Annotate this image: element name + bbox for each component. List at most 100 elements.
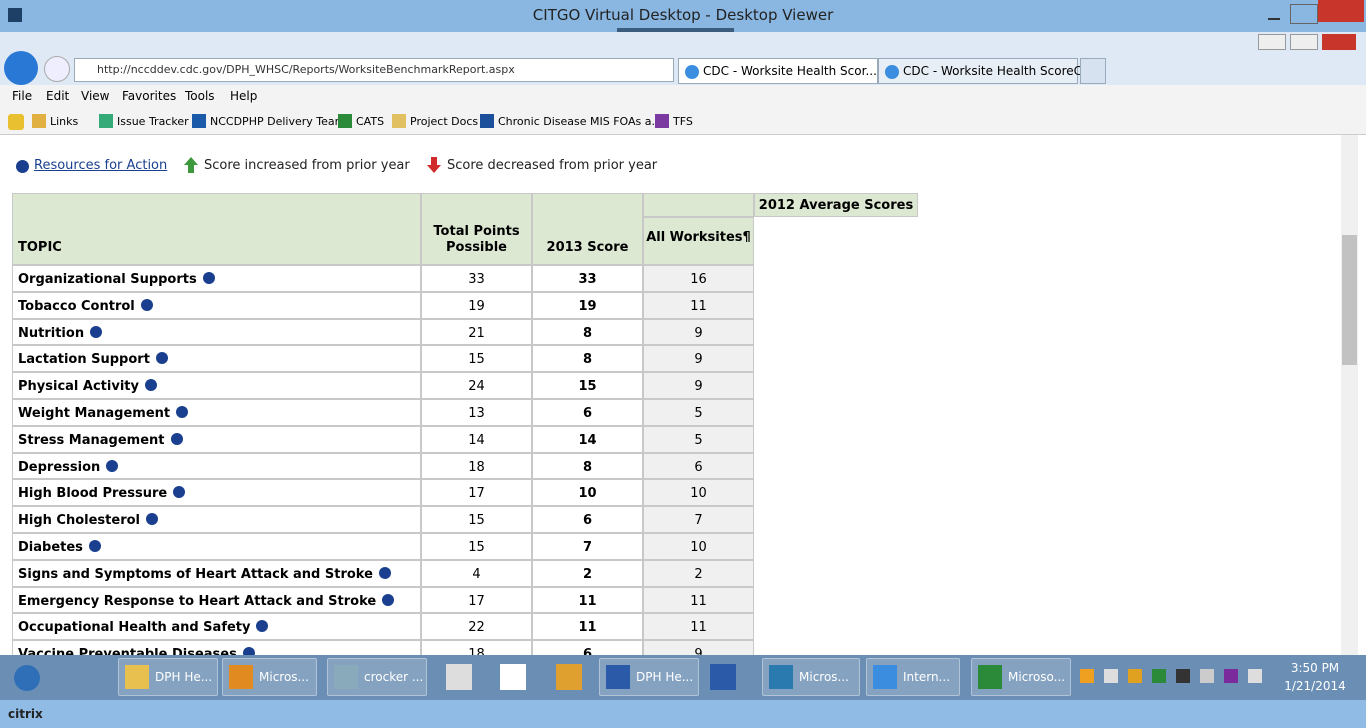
menu-item[interactable]: Edit — [46, 89, 70, 103]
close[interactable] — [1318, 0, 1364, 22]
taskbar-item[interactable]: crocker ... — [327, 658, 427, 696]
tray-icon[interactable] — [1224, 669, 1238, 683]
favorite-link[interactable]: Project Docs — [410, 115, 479, 128]
resources-link[interactable]: Resources for Action — [34, 158, 168, 173]
menu-item[interactable]: Help — [230, 89, 258, 103]
info-icon[interactable] — [88, 540, 101, 552]
score-value: 11 — [578, 593, 597, 609]
score-cell: 6 — [532, 399, 643, 426]
info-icon[interactable] — [382, 593, 395, 606]
favorite-link[interactable]: NCCDPHP Delivery Team — [210, 115, 346, 128]
info-icon[interactable] — [173, 486, 186, 499]
score-cell: 4 — [421, 559, 532, 587]
favorites-star[interactable] — [8, 114, 24, 130]
forward-button[interactable] — [44, 56, 70, 82]
favorite-link[interactable]: CATS — [356, 115, 385, 128]
ie-minimize[interactable] — [1258, 34, 1286, 50]
info-icon[interactable] — [140, 298, 153, 311]
new-tab[interactable] — [1080, 58, 1106, 84]
tray-icon[interactable] — [1128, 669, 1142, 683]
info-icon[interactable] — [90, 325, 103, 338]
score-cell: 13 — [421, 399, 532, 426]
minimize[interactable] — [1262, 6, 1286, 24]
ie-close[interactable] — [1322, 34, 1356, 50]
info-icon — [16, 160, 29, 173]
clock-time[interactable]: 3:50 PM — [1290, 661, 1340, 675]
menu-item[interactable]: Favorites — [122, 89, 177, 103]
topic-name: Stress Management — [18, 432, 165, 448]
score-value: 24 — [468, 379, 485, 395]
pinned-ie[interactable] — [70, 658, 112, 696]
app-icon — [606, 665, 630, 689]
scroll-thumb[interactable] — [1342, 235, 1357, 365]
score-cell: 9 — [643, 372, 754, 399]
pinned-app[interactable] — [500, 664, 526, 690]
info-icon[interactable] — [176, 406, 189, 418]
score-value: 15 — [468, 352, 485, 368]
info-icon[interactable] — [378, 566, 391, 579]
taskbar-item[interactable]: Microso... — [971, 658, 1071, 696]
info-icon[interactable] — [106, 459, 119, 472]
menu-bar: File Edit View Favorites Tools Help — [0, 85, 1366, 109]
score-value: 17 — [468, 593, 485, 609]
start-button[interactable] — [14, 665, 40, 691]
maximize[interactable] — [1290, 4, 1318, 24]
clock-date[interactable]: 1/21/2014 — [1284, 679, 1346, 693]
score-value: 6 — [582, 647, 593, 655]
tab[interactable]: CDC - Worksite Health ScoreC... — [878, 58, 1093, 84]
score-value: 11 — [578, 620, 597, 636]
menu-item[interactable]: File — [12, 89, 33, 103]
tab[interactable]: CDC - Worksite Health Scor... — [678, 58, 878, 84]
score-cell: 24 — [421, 372, 532, 399]
taskbar-item[interactable]: Intern... — [866, 658, 960, 696]
back-button[interactable] — [4, 51, 38, 85]
score-cell: 18 — [421, 452, 532, 480]
address-bar[interactable]: http://nccddev.cdc.gov/DPH_WHSC/Reports/… — [74, 58, 674, 82]
topic-cell: Diabetes — [12, 533, 421, 560]
favorite-icon — [192, 114, 206, 128]
favorite-link[interactable]: Issue Tracker — [117, 115, 189, 128]
score-cell: 5 — [643, 399, 754, 426]
topic-cell: Emergency Response to Heart Attack and S… — [12, 586, 421, 614]
ie-restore[interactable] — [1290, 34, 1318, 50]
score-cell: 11 — [532, 613, 643, 641]
info-icon[interactable] — [144, 379, 157, 392]
favorite-link[interactable]: Links — [50, 115, 79, 128]
info-icon[interactable] — [155, 352, 168, 365]
taskbar-item[interactable]: DPH He... — [599, 658, 699, 696]
favorite-link[interactable]: TFS — [673, 115, 693, 128]
score-value: 33 — [578, 272, 597, 287]
tray-icon[interactable] — [1248, 669, 1262, 683]
score-cell: 10 — [643, 479, 754, 507]
info-icon[interactable] — [146, 513, 158, 526]
tab-icon — [885, 65, 899, 79]
taskbar-item[interactable]: Micros... — [762, 658, 860, 696]
info-icon[interactable] — [202, 272, 215, 284]
topic-name: High Blood Pressure — [18, 486, 168, 502]
favorites-bar: Links Issue Tracker NCCDPHP Delivery Team C… — [0, 109, 1366, 135]
menu-item[interactable]: View — [81, 89, 110, 103]
score-cell: 19 — [532, 291, 643, 319]
info-icon[interactable] — [256, 620, 269, 633]
tray-icon[interactable] — [1176, 669, 1190, 683]
info-icon[interactable] — [242, 647, 255, 655]
tray-icon[interactable] — [1104, 669, 1118, 683]
taskbar-item[interactable]: Micros... — [222, 658, 317, 696]
pinned-app[interactable] — [556, 664, 582, 690]
info-icon[interactable] — [170, 432, 183, 445]
pinned-app[interactable] — [446, 664, 472, 690]
tray-icon[interactable] — [1200, 669, 1214, 683]
favorite-icon — [99, 114, 113, 128]
score-cell: 8 — [532, 345, 643, 373]
score-value: 10 — [578, 486, 597, 502]
favorite-link[interactable]: Chronic Disease MIS FOAs a... — [498, 115, 662, 128]
tray-icon[interactable] — [1080, 669, 1094, 683]
tab-strip: CDC - Worksite Health Scor... CDC - Works… — [678, 58, 1108, 84]
menu-item[interactable]: Tools — [185, 89, 215, 103]
score-cell: 6 — [532, 506, 643, 533]
score-cell: 14 — [421, 425, 532, 453]
tray-icon[interactable] — [1152, 669, 1166, 683]
pinned-app[interactable] — [710, 664, 736, 690]
taskbar-item[interactable]: DPH He... — [118, 658, 218, 696]
